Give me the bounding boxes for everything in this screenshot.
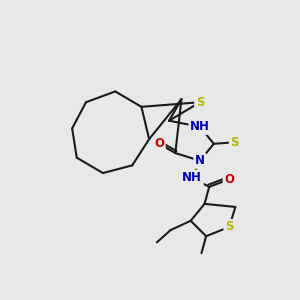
Text: NH: NH [182, 171, 202, 184]
Text: S: S [225, 220, 233, 233]
Text: O: O [154, 137, 164, 150]
Text: N: N [195, 154, 205, 167]
Text: NH: NH [190, 120, 210, 134]
Text: S: S [230, 136, 239, 149]
Text: O: O [224, 173, 234, 186]
Text: S: S [196, 96, 204, 109]
